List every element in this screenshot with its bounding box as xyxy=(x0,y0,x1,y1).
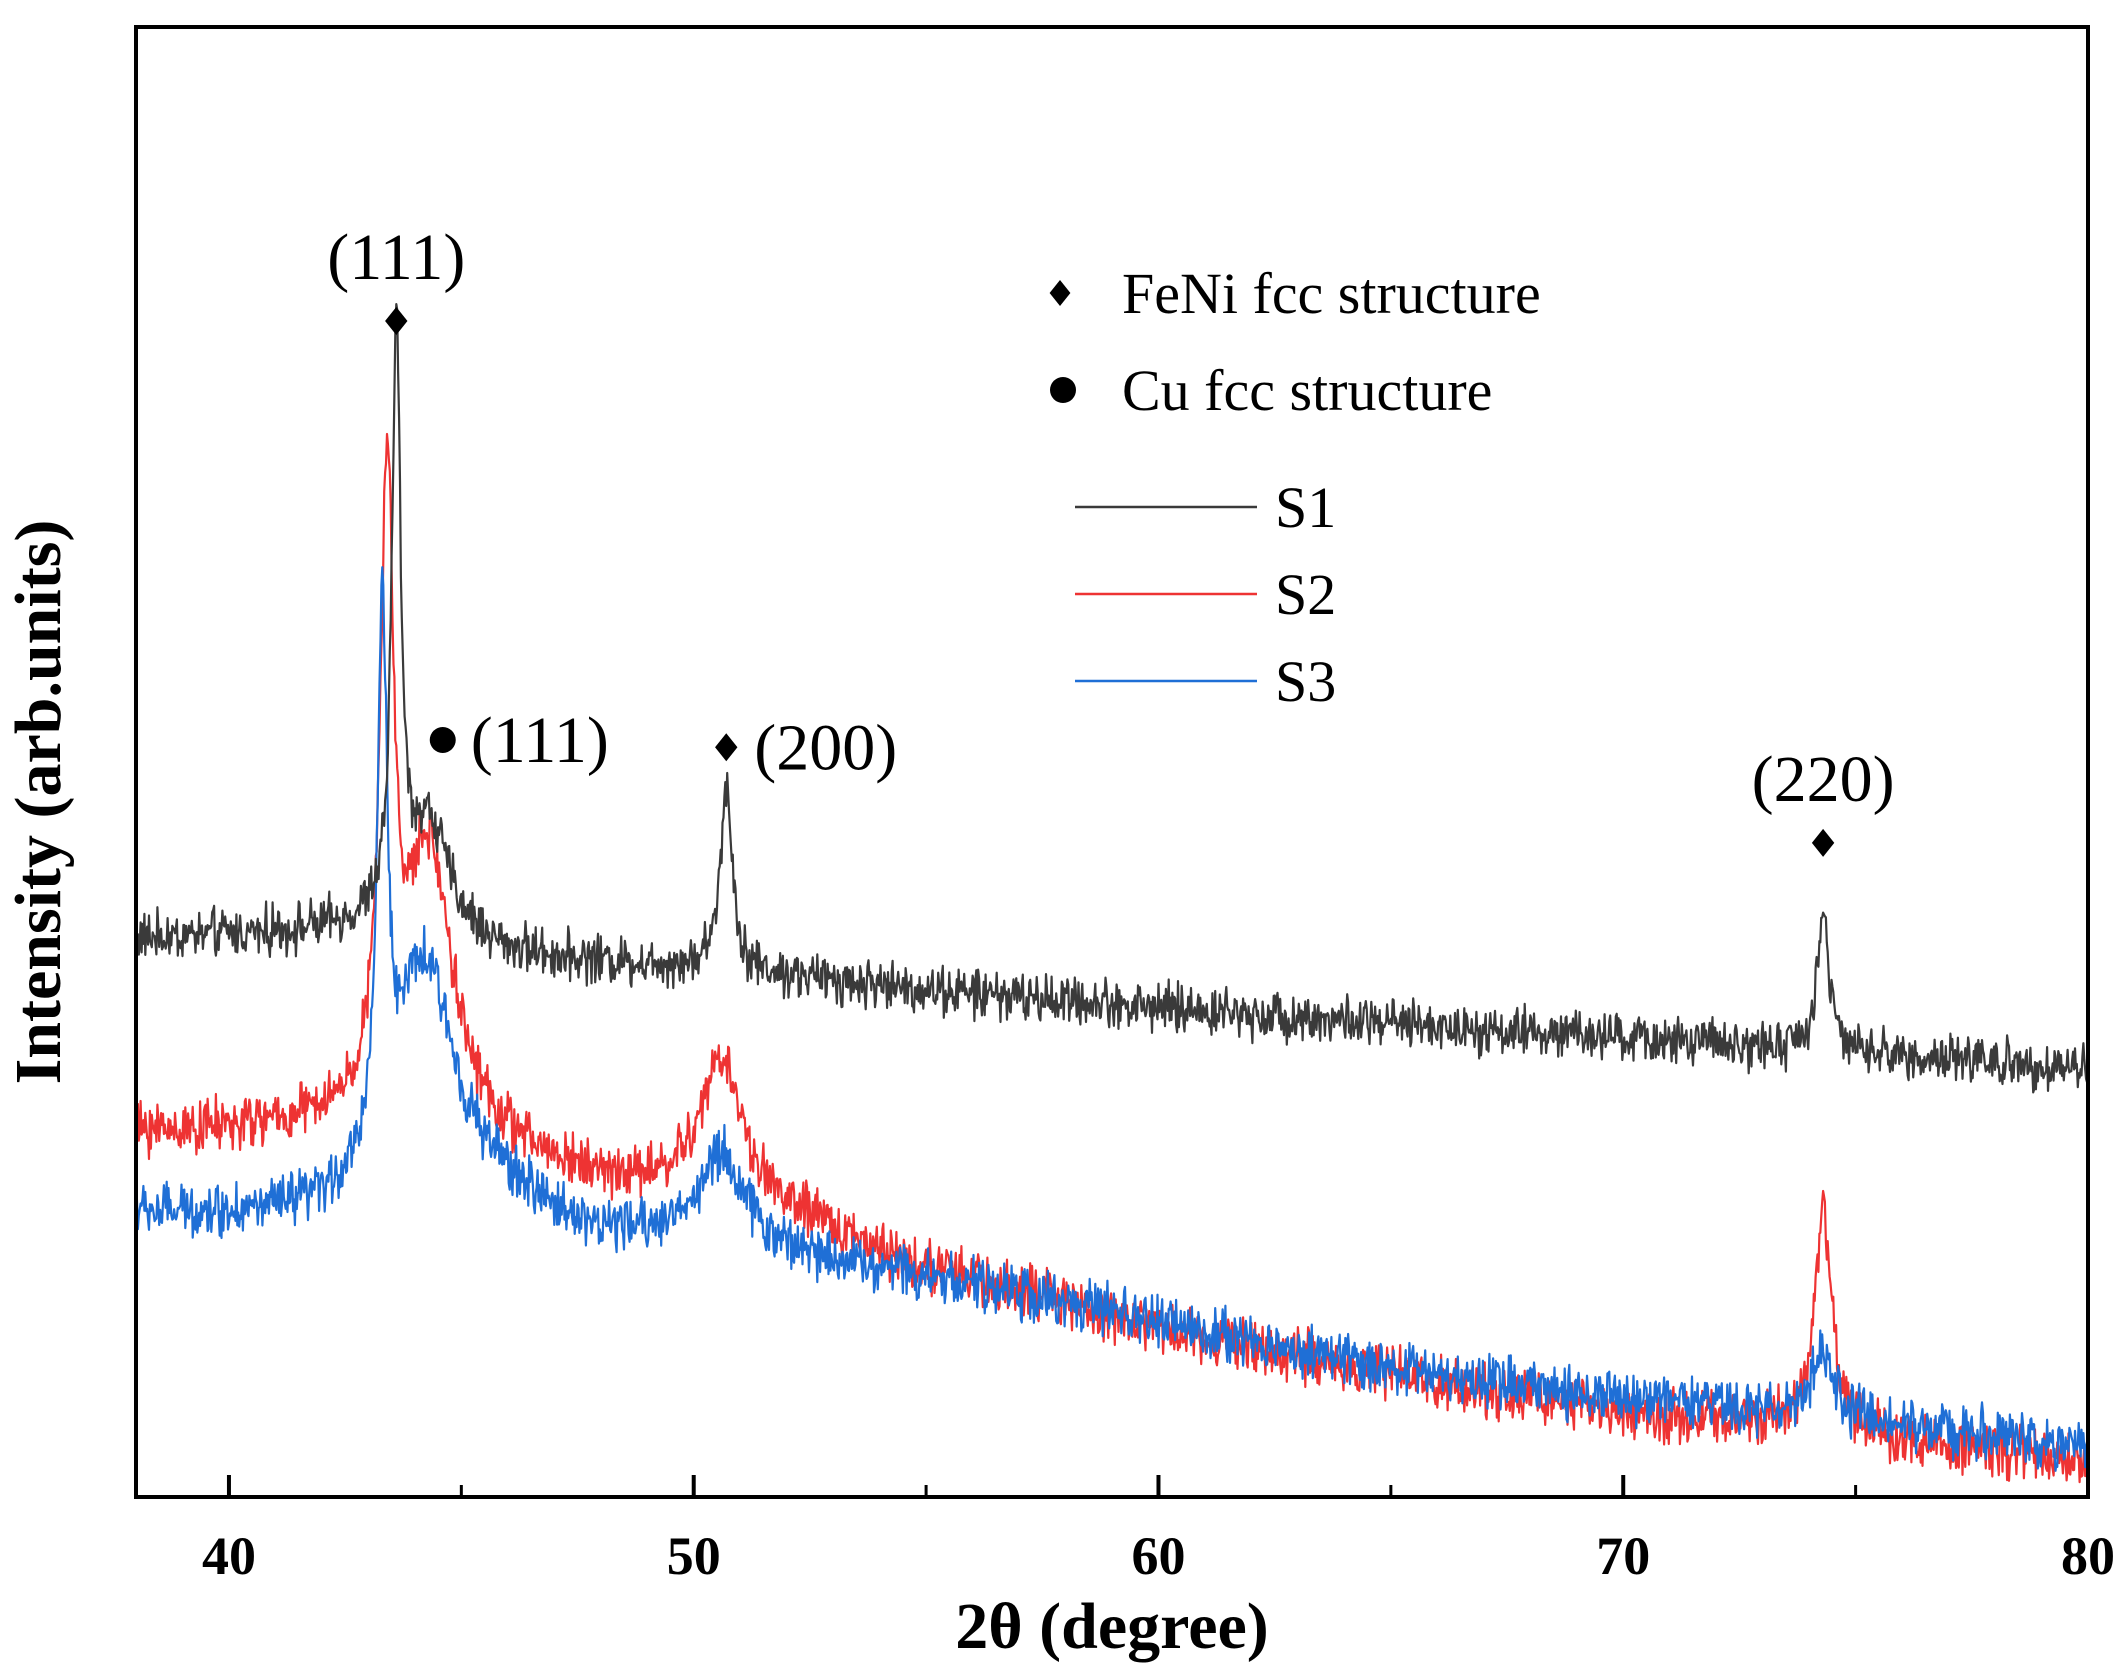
diamond-marker xyxy=(1811,828,1835,857)
peak-label: (200) xyxy=(754,711,897,784)
legend-series-label: S3 xyxy=(1275,649,1336,714)
peak-label: (111) xyxy=(327,221,465,294)
x-tick-label: 40 xyxy=(202,1526,256,1586)
y-axis-title: Intensity (arb.units) xyxy=(2,520,75,1085)
legend-circle-icon xyxy=(1050,377,1076,403)
peak-label: (220) xyxy=(1752,743,1895,816)
series-layer xyxy=(134,303,2090,1484)
legend-marker-label: FeNi fcc structure xyxy=(1122,261,1541,326)
legend: FeNi fcc structure Cu fcc structure S1 S2 S3 xyxy=(1049,261,1541,714)
diamond-marker xyxy=(715,733,738,762)
x-axis-ticks: 40 50 60 70 80 xyxy=(202,1475,2115,1586)
series-line-s1 xyxy=(134,303,2090,1094)
legend-series-label: S2 xyxy=(1275,562,1336,627)
x-axis-title: 2θ (degree) xyxy=(955,1590,1269,1663)
annotation-layer: (111) (111) (200) (220) xyxy=(327,221,1895,857)
diamond-marker xyxy=(385,307,408,335)
circle-marker xyxy=(429,726,456,753)
legend-diamond-icon xyxy=(1049,280,1071,306)
x-tick-label: 60 xyxy=(1131,1526,1185,1586)
plot-frame xyxy=(134,25,2090,1499)
legend-series-label: S1 xyxy=(1275,475,1336,540)
x-tick-label: 80 xyxy=(2061,1526,2115,1586)
x-tick-label: 70 xyxy=(1596,1526,1650,1586)
peak-label: (111) xyxy=(471,704,609,777)
series-line-s3 xyxy=(134,566,2090,1472)
legend-marker-label: Cu fcc structure xyxy=(1122,358,1492,423)
x-tick-label: 50 xyxy=(667,1526,721,1586)
